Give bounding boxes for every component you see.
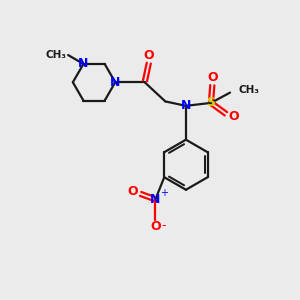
Text: -: -	[161, 219, 166, 232]
Text: O: O	[228, 110, 239, 123]
Text: N: N	[78, 57, 88, 70]
Text: N: N	[110, 76, 120, 89]
Text: CH₃: CH₃	[46, 50, 67, 60]
Text: N: N	[181, 99, 191, 112]
Text: O: O	[150, 220, 161, 233]
Text: CH₃: CH₃	[239, 85, 260, 94]
Text: O: O	[207, 71, 218, 84]
Text: N: N	[150, 193, 161, 206]
Text: S: S	[206, 96, 215, 110]
Text: O: O	[144, 49, 154, 62]
Text: +: +	[160, 188, 168, 198]
Text: O: O	[128, 185, 138, 199]
